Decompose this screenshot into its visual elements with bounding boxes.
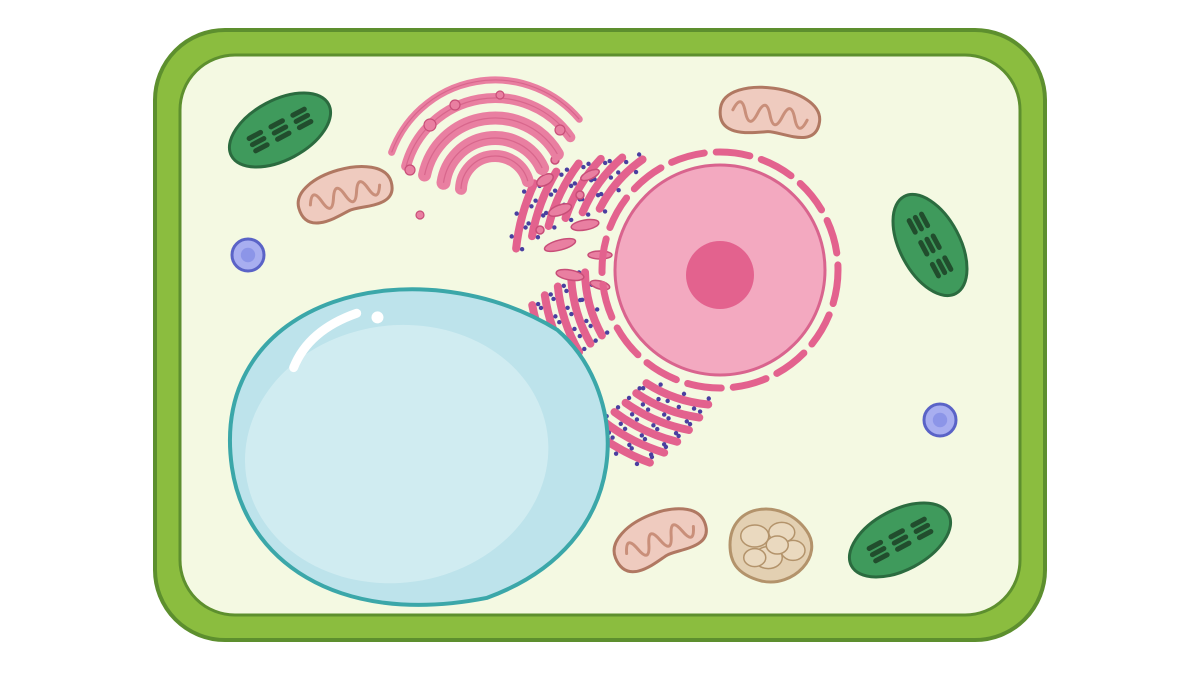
peroxisome-0 <box>232 239 264 271</box>
nucleus <box>602 152 838 388</box>
plant-cell-diagram <box>0 0 1200 675</box>
nucleolus <box>686 241 754 309</box>
peroxisome-1 <box>924 404 956 436</box>
